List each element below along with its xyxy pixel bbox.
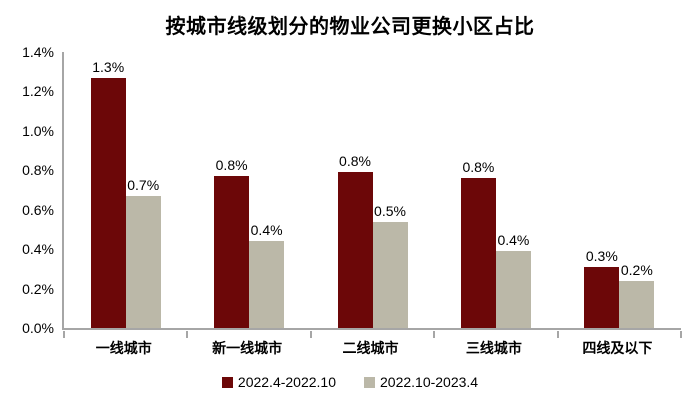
- legend-label: 2022.10-2023.4: [380, 374, 479, 390]
- x-axis-tick: [680, 331, 682, 338]
- bar-series1: 0.8%: [460, 159, 496, 328]
- bar-series2: 0.2%: [619, 262, 655, 328]
- plot-area: 1.3% 0.7% 0.8% 0.4% 0.8% 0.5% 0.8% 0.4% 0.3% 0.2%: [62, 52, 682, 338]
- bar-value-label: 0.8%: [215, 157, 248, 174]
- x-axis-category-label: 新一线城市: [212, 340, 283, 356]
- bar-group: 0.8% 0.4%: [187, 52, 310, 328]
- x-axis-tick: [186, 331, 189, 338]
- bar-value-label: 0.8%: [339, 153, 371, 170]
- bar-value-label: 1.3%: [92, 58, 125, 75]
- x-axis-category-label: 四线及以下: [582, 340, 653, 356]
- bar-series1: 1.3%: [90, 59, 126, 328]
- bar-value-label: 0.3%: [585, 247, 618, 264]
- bar-series2: 0.4%: [495, 232, 531, 328]
- y-axis-tick-label: 1.0%: [22, 122, 54, 139]
- y-axis-tick-label: 0.4%: [22, 241, 54, 258]
- bar-series2: 0.7%: [125, 177, 161, 328]
- bar-value-label: 0.2%: [620, 261, 653, 278]
- x-axis-tick: [556, 331, 559, 338]
- bar-value-label: 0.5%: [374, 202, 406, 219]
- x-axis-tick: [309, 331, 312, 338]
- x-axis-tick: [433, 331, 436, 338]
- y-axis-tick-label: 0.0%: [22, 320, 54, 336]
- y-axis-tick-label: 0.6%: [22, 201, 54, 218]
- x-axis-category-label: 一线城市: [95, 340, 152, 356]
- x-axis-category-label: 三线城市: [465, 340, 522, 356]
- bar-value-label: 0.4%: [250, 222, 283, 239]
- bar-series2: 0.5%: [372, 203, 408, 328]
- bar-series2: 0.4%: [249, 222, 285, 328]
- y-axis-tick-label: 0.8%: [22, 162, 54, 179]
- legend-item: 2022.10-2023.4: [364, 374, 478, 390]
- x-axis-labels: 一线城市 新一线城市 二线城市 三线城市 四线及以下: [62, 338, 679, 358]
- y-axis-tick-label: 0.2%: [22, 280, 54, 297]
- legend-item: 2022.4-2022.10: [221, 374, 336, 390]
- chart-title: 按城市线级划分的物业公司更换小区占比: [165, 16, 535, 38]
- bar-value-label: 0.4%: [497, 232, 530, 249]
- bar-series1: 0.8%: [337, 153, 373, 328]
- x-axis-tick: [63, 331, 65, 338]
- bar-group: 1.3% 0.7%: [64, 52, 187, 328]
- bar-value-label: 0.8%: [462, 159, 495, 176]
- bar-series1: 0.3%: [584, 248, 620, 328]
- legend-swatch-icon: [221, 376, 233, 388]
- legend-label: 2022.4-2022.10: [237, 374, 336, 390]
- legend: 2022.4-2022.10 2022.10-2023.4: [0, 374, 700, 390]
- bar-group: 0.8% 0.4%: [434, 52, 557, 328]
- bar-series1: 0.8%: [214, 157, 250, 328]
- bar-value-label: 0.7%: [127, 176, 160, 193]
- y-axis-tick-label: 1.2%: [22, 83, 54, 100]
- legend-swatch-icon: [364, 376, 375, 388]
- bar-group: 0.8% 0.5%: [311, 52, 434, 328]
- bar-group: 0.3% 0.2%: [558, 52, 681, 328]
- x-axis-category-label: 二线城市: [342, 340, 399, 356]
- y-axis-tick-label: 1.4%: [22, 44, 54, 60]
